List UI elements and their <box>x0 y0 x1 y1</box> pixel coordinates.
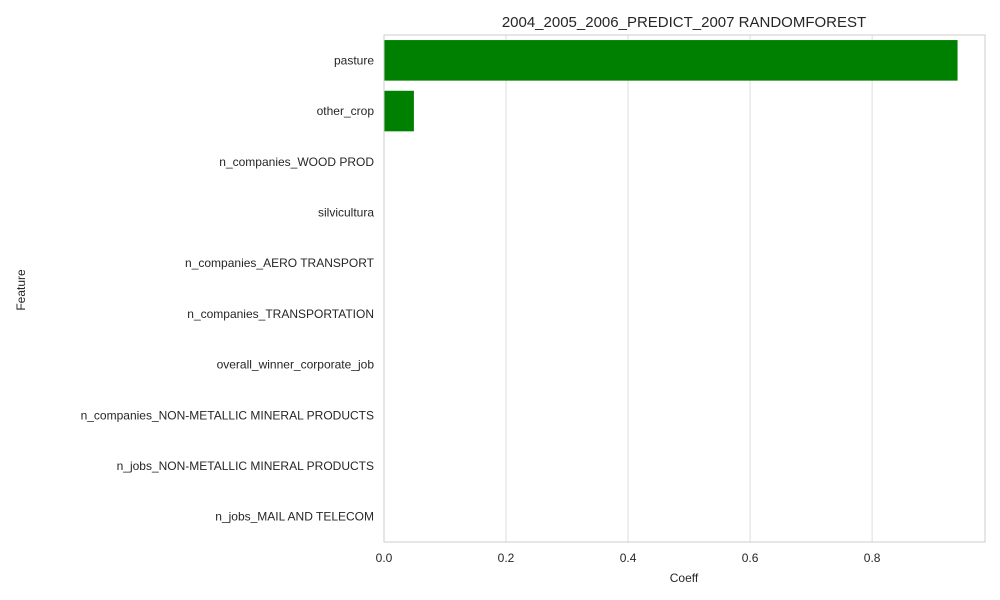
x-tick-label: 0.4 <box>620 551 637 565</box>
bar-pasture <box>384 40 958 81</box>
y-tick-label: n_companies_AERO TRANSPORT <box>185 256 375 270</box>
y-tick-label: pasture <box>334 53 374 67</box>
x-tick-label: 0.6 <box>742 551 759 565</box>
axes-frame <box>383 34 986 543</box>
y-tick-label: silvicultura <box>318 205 374 219</box>
bar-other-crop <box>384 90 414 132</box>
x-axis-label: Coeff <box>670 571 699 585</box>
y-tick-labels: pasture other_crop n_companies_WOOD PROD si… <box>81 53 375 523</box>
grid-lines <box>383 35 873 542</box>
y-axis-label: Feature <box>14 269 28 311</box>
y-tick-label: n_companies_TRANSPORTATION <box>187 307 374 321</box>
x-tick-label: 0.0 <box>376 551 393 565</box>
plot-frame <box>383 34 986 543</box>
chart-title: 2004_2005_2006_PREDICT_2007 RANDOMFOREST <box>502 14 866 31</box>
y-tick-label: other_crop <box>317 104 375 118</box>
x-tick-labels: 0.0 0.2 0.4 0.6 0.8 <box>376 551 881 565</box>
x-tick-label: 0.2 <box>498 551 515 565</box>
y-tick-label: n_jobs_NON-METALLIC MINERAL PRODUCTS <box>117 459 374 473</box>
y-tick-label: n_companies_NON-METALLIC MINERAL PRODUCT… <box>81 408 374 422</box>
bars <box>384 40 958 132</box>
y-tick-label: n_jobs_MAIL AND TELECOM <box>215 510 374 524</box>
x-tick-label: 0.8 <box>864 551 881 565</box>
y-tick-label: n_companies_WOOD PROD <box>219 155 374 169</box>
y-tick-label: overall_winner_corporate_job <box>217 358 375 372</box>
